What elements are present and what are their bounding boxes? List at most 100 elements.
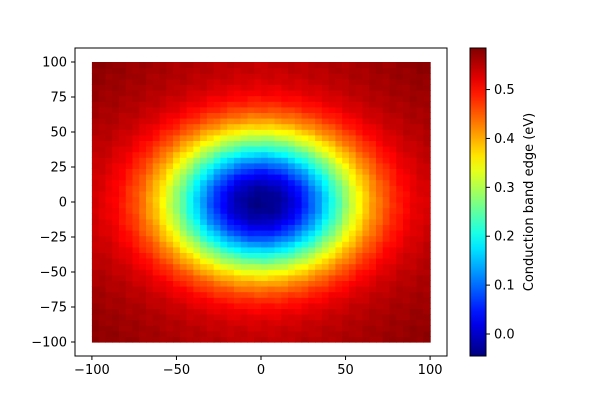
heatmap-cell (416, 246, 424, 253)
heatmap-cell (342, 151, 350, 158)
heatmap-cell (342, 218, 350, 225)
heatmap-cell (396, 224, 404, 231)
heatmap-cell (105, 112, 113, 119)
heatmap-cell (423, 90, 431, 97)
heatmap-cell (375, 258, 384, 265)
heatmap-cell (91, 112, 100, 119)
heatmap-cell (315, 157, 323, 164)
heatmap-cell (240, 174, 249, 181)
heatmap-cell (227, 90, 235, 97)
y-tick-label: −50 (40, 266, 67, 281)
heatmap-cell (125, 84, 134, 91)
heatmap-cell (179, 291, 188, 298)
heatmap-cell (409, 314, 418, 321)
heatmap-cell (233, 230, 242, 237)
heatmap-cell (267, 213, 276, 220)
heatmap-cell (118, 140, 127, 147)
heatmap-cell (186, 319, 194, 326)
heatmap-cell (227, 185, 235, 192)
heatmap-cell (179, 162, 188, 169)
heatmap-cell (254, 213, 262, 220)
heatmap-cell (206, 325, 215, 332)
heatmap-cell (139, 134, 147, 141)
heatmap-cell (220, 84, 228, 91)
heatmap-cell (342, 101, 350, 108)
heatmap-cell (206, 157, 215, 164)
heatmap-cell (240, 78, 249, 85)
heatmap-cell (159, 297, 167, 304)
heatmap-cell (355, 314, 364, 321)
heatmap-cell (409, 263, 418, 270)
heatmap-cell (112, 246, 120, 253)
heatmap-cell (382, 252, 391, 259)
heatmap-cell (382, 129, 391, 136)
heatmap-cell (125, 302, 134, 309)
heatmap-cell (375, 190, 384, 197)
heatmap-cell (118, 241, 127, 248)
heatmap-cell (328, 213, 336, 220)
heatmap-cell (206, 95, 215, 102)
heatmap-cell (91, 218, 100, 225)
heatmap-cell (294, 190, 303, 197)
heatmap-cell (315, 314, 323, 321)
heatmap-cell (281, 319, 289, 326)
heatmap-cell (281, 274, 289, 281)
heatmap-cell (423, 202, 431, 209)
heatmap-cell (403, 291, 411, 298)
heatmap-cell (146, 308, 154, 315)
heatmap-cell (91, 207, 100, 214)
heatmap-cell (308, 286, 316, 293)
heatmap-cell (112, 269, 120, 276)
heatmap-cell (200, 330, 208, 337)
heatmap-cell (267, 224, 276, 231)
heatmap-cell (240, 319, 249, 326)
heatmap-cell (403, 134, 411, 141)
heatmap-cell (321, 252, 330, 259)
heatmap-cell (213, 73, 222, 80)
heatmap-cell (281, 325, 289, 332)
heatmap-cell (233, 95, 242, 102)
heatmap-cell (139, 123, 147, 130)
heatmap-cell (301, 123, 309, 130)
heatmap-cell (308, 280, 316, 287)
heatmap-cell (348, 207, 357, 214)
heatmap-cell (362, 291, 370, 298)
heatmap-cell (342, 146, 350, 153)
heatmap-cell (403, 129, 411, 136)
heatmap-cell (112, 196, 120, 203)
heatmap-cell (186, 95, 194, 102)
heatmap-cell (139, 286, 147, 293)
heatmap-cell (362, 246, 370, 253)
heatmap-cell (173, 207, 181, 214)
heatmap-cell (261, 291, 269, 298)
heatmap-cell (118, 106, 127, 113)
heatmap-cell (281, 308, 289, 315)
heatmap-cell (166, 314, 174, 321)
heatmap-cell (315, 280, 323, 287)
heatmap-cell (112, 162, 120, 169)
heatmap-cell (348, 330, 357, 337)
heatmap-cell (267, 218, 276, 225)
heatmap-cell (267, 106, 276, 113)
heatmap-cell (220, 291, 228, 298)
heatmap-cell (132, 286, 140, 293)
heatmap-cell (118, 218, 127, 225)
heatmap-cell (274, 213, 282, 220)
heatmap-cell (281, 252, 289, 259)
heatmap-cell (193, 95, 201, 102)
heatmap-cell (335, 106, 343, 113)
heatmap-cell (186, 112, 194, 119)
heatmap-cell (423, 330, 431, 337)
heatmap-cell (403, 319, 411, 326)
heatmap-cell (308, 179, 316, 186)
heatmap-cell (308, 185, 316, 192)
heatmap-cell (328, 291, 336, 298)
heatmap-cell (220, 308, 228, 315)
heatmap-cell (261, 73, 269, 80)
heatmap-cell (98, 134, 107, 141)
heatmap-cell (98, 246, 107, 253)
heatmap-cell (315, 101, 323, 108)
heatmap-cell (308, 202, 316, 209)
heatmap-cell (179, 336, 188, 343)
heatmap-cell (125, 123, 134, 130)
